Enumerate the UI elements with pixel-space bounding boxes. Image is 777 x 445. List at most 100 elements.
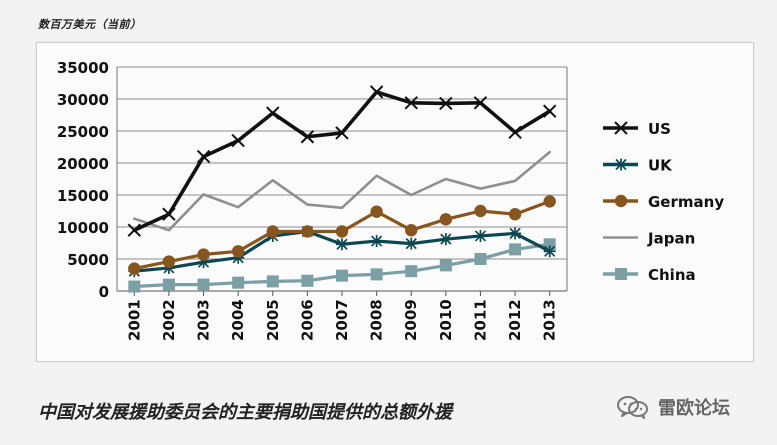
marker-stroke: [542, 104, 557, 118]
y-tick-label: 25000: [57, 123, 109, 141]
germany-marker: [162, 255, 176, 268]
uk-marker: [509, 227, 522, 240]
y-tick-label: 15000: [57, 187, 109, 205]
marker-stroke: [266, 106, 280, 120]
china-legend-marker: [615, 268, 627, 280]
marker-square: [232, 276, 245, 289]
marker-square: [474, 253, 487, 265]
uk-marker: [370, 235, 383, 248]
marker-dot: [335, 225, 349, 238]
us-legend-label: US: [648, 120, 671, 138]
marker-square: [509, 243, 522, 256]
china-marker: [266, 275, 279, 288]
marker-square: [128, 280, 141, 293]
china-marker: [232, 276, 245, 289]
germany-marker: [405, 224, 418, 237]
marker-dot: [474, 204, 487, 218]
us-legend-marker: [614, 121, 628, 135]
x-tick-label: 2010: [437, 299, 455, 341]
grid-lines: [117, 66, 567, 292]
marker-square: [439, 259, 452, 272]
marker-square: [162, 278, 175, 291]
us-marker: [300, 130, 315, 144]
marker-square: [336, 269, 348, 282]
marker-stroke: [369, 85, 384, 99]
china-marker: [439, 259, 452, 272]
us-marker: [266, 106, 280, 120]
marker-stroke: [473, 96, 488, 110]
watermark: 雷欧论坛: [616, 393, 730, 421]
uk-marker: [474, 229, 487, 242]
marker-dot: [197, 248, 210, 261]
x-tick-label: 2004: [229, 299, 247, 341]
germany-marker: [439, 213, 453, 226]
marker-stroke: [404, 96, 418, 110]
uk-marker: [405, 237, 418, 250]
us-series-line: [132, 90, 552, 232]
marker-dot: [301, 225, 314, 238]
x-tick-label: 2009: [402, 299, 420, 341]
china-legend-label: China: [648, 266, 696, 284]
x-tick-label: 2001: [125, 299, 143, 341]
marker-stroke: [231, 133, 245, 148]
marker-dot: [405, 224, 418, 237]
marker-stroke: [614, 121, 628, 135]
y-tick-label: 20000: [57, 155, 109, 173]
japan-legend-label: Japan: [647, 230, 695, 248]
germany-marker: [231, 245, 245, 258]
us-marker: [542, 104, 557, 118]
china-marker: [301, 274, 314, 287]
uk-legend-marker: [615, 158, 627, 171]
china-marker: [336, 269, 348, 282]
watermark-text: 雷欧论坛: [658, 398, 730, 419]
marker-square: [301, 274, 314, 287]
x-tick-label: 2012: [506, 299, 524, 341]
x-tick-label: 2007: [333, 299, 351, 341]
china-marker: [197, 278, 210, 291]
marker-dot: [162, 255, 176, 268]
marker-square: [405, 265, 418, 278]
marker-dot: [614, 194, 628, 208]
china-marker: [370, 268, 383, 281]
x-tick-label: 2005: [264, 299, 282, 341]
y-tick-label: 30000: [57, 91, 109, 109]
us-marker: [196, 149, 211, 164]
x-tick-label: 2006: [298, 299, 316, 341]
marker-square: [615, 268, 627, 280]
marker-stroke: [371, 235, 383, 247]
uk-marker: [336, 238, 348, 251]
marker-dot: [508, 208, 522, 221]
marker-stroke: [300, 130, 315, 144]
legend-item: US: [603, 120, 671, 138]
legend-item: UK: [603, 157, 673, 175]
china-marker: [128, 280, 141, 293]
uk-marker: [543, 245, 556, 258]
x-tick-label: 2002: [160, 299, 178, 341]
marker-stroke: [196, 149, 211, 164]
marker-dot: [128, 262, 141, 275]
us-marker: [335, 126, 349, 140]
y-tick-label: 10000: [57, 219, 109, 237]
marker-stroke: [127, 223, 142, 237]
germany-marker: [197, 248, 210, 261]
wechat-icon: [616, 395, 650, 419]
marker-dot: [266, 225, 279, 238]
marker-stroke: [544, 245, 556, 257]
germany-marker: [543, 195, 556, 208]
marker-dot: [439, 213, 453, 226]
germany-marker: [370, 205, 383, 218]
marker-square: [370, 268, 383, 281]
germany-marker: [335, 225, 349, 238]
x-tick-label: 2003: [195, 299, 213, 341]
marker-stroke: [509, 227, 521, 240]
marker-dot: [543, 195, 556, 208]
us-marker: [369, 85, 384, 99]
marker-stroke: [474, 230, 487, 242]
marker-dot: [370, 205, 383, 218]
germany-marker: [474, 204, 487, 218]
legend-item: Japan: [603, 230, 695, 248]
germany-marker: [266, 225, 279, 238]
marker-stroke: [508, 125, 522, 139]
unit-note: 数百万美元（当前）: [38, 18, 142, 31]
legend-item: Germany: [603, 193, 724, 211]
